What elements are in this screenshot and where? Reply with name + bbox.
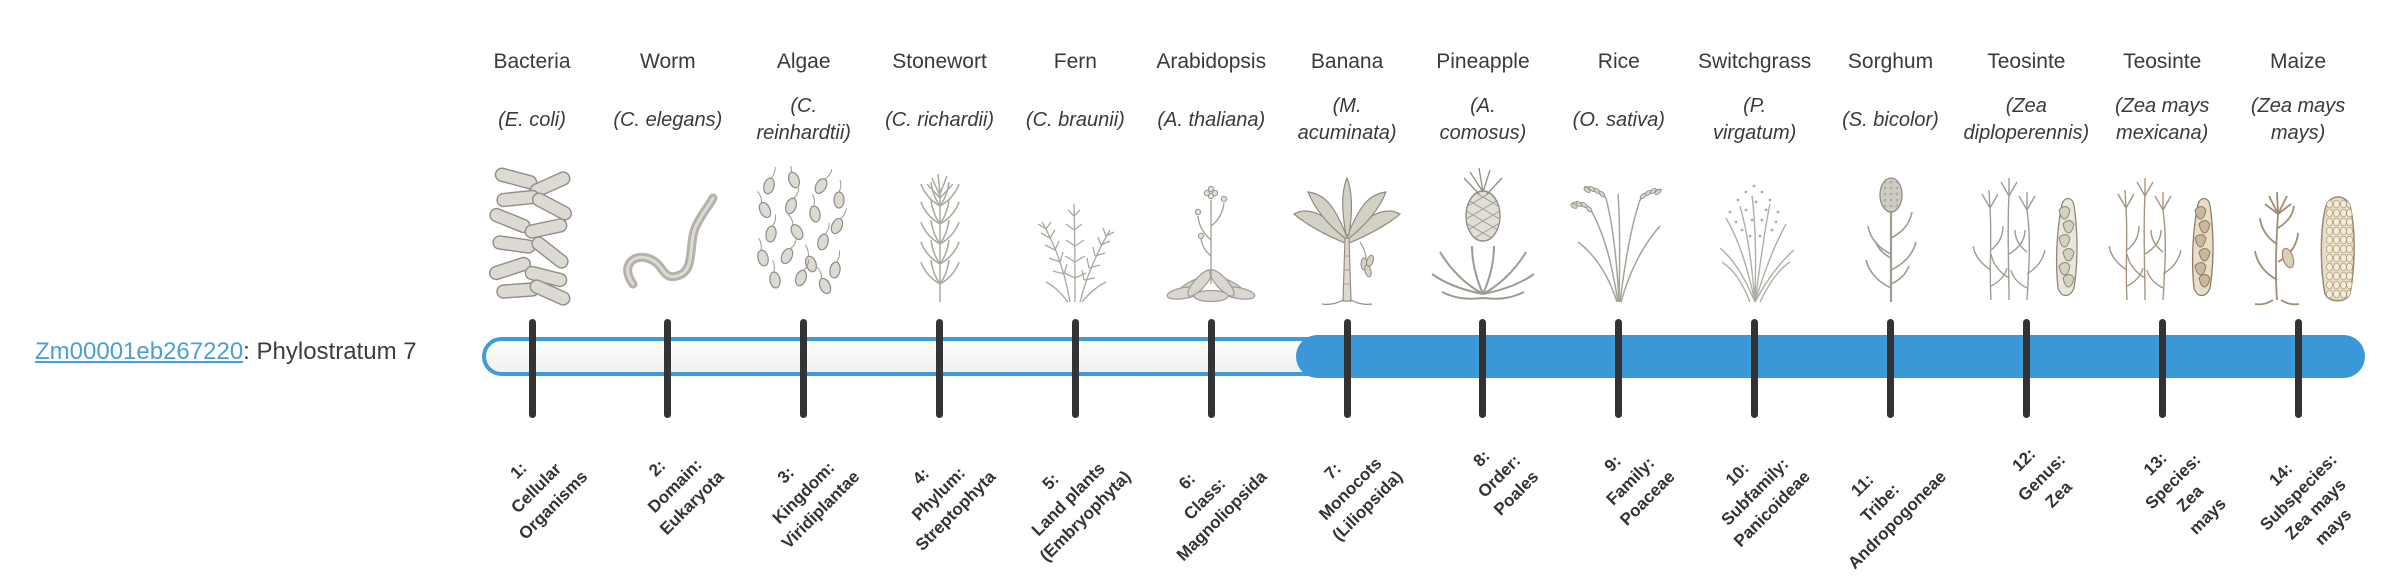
stratum-label: 12: Genus: Zea: [2008, 444, 2076, 512]
organism-common-name: Teosinte: [2123, 50, 2202, 73]
fern-icon: [1010, 166, 1140, 306]
stratum-label: 3: Kingdom: Viridiplantae: [768, 457, 864, 553]
organism-scientific-name: (M. acuminata): [1297, 95, 1397, 144]
stratum-label: 1: Cellular Organisms: [506, 458, 592, 544]
organism-scientific-name: (C. reinhardtii): [756, 95, 851, 144]
sorghum-icon: [1826, 166, 1956, 306]
stratum-label: 6: Class: Magnoliopsida: [1173, 467, 1271, 565]
organism-scientific-name: (Zea mays mays): [2250, 95, 2346, 144]
rice-icon: [1554, 166, 1684, 306]
organism-scientific-name: (Zea mays mexicana): [2114, 95, 2210, 144]
organism-common-name: Algae: [776, 50, 831, 73]
organism-common-name: Banana: [1310, 50, 1384, 73]
organism-common-name: Sorghum: [1847, 50, 1934, 73]
arabidopsis-icon: [1146, 166, 1276, 306]
organism-common-name: Bacteria: [493, 50, 571, 73]
banana-icon: [1282, 166, 1412, 306]
stratum-label: 8: Order: Poales: [1469, 446, 1543, 520]
gene-id-link[interactable]: Zm00001eb267220: [35, 338, 244, 365]
stratum-label: 11: Tribe: Andropogoneae: [1844, 467, 1951, 573]
stratum-label: 2: Domain: Eukaryota: [643, 454, 728, 539]
organism-scientific-name: (C. elegans): [613, 108, 723, 131]
organism-common-name: Switchgrass: [1698, 50, 1812, 73]
stonewort-icon: [875, 166, 1005, 306]
algae-icon: [739, 166, 869, 306]
organism-common-name: Maize: [2270, 50, 2327, 73]
maize-icon: [2233, 166, 2363, 306]
teosinte-diploperennis-icon: [1961, 166, 2091, 306]
organism-common-name: Arabidopsis: [1156, 50, 1267, 73]
organism-scientific-name: (Zea diploperennis): [1963, 95, 2090, 144]
organism-scientific-name: (O. sativa): [1572, 108, 1665, 131]
stratum-label: 5: Land plants (Embryophyta): [1028, 458, 1136, 566]
worm-icon: [603, 166, 733, 306]
organism-scientific-name: (A. thaliana): [1157, 108, 1266, 131]
gene-label: Zm00001eb267220: Phylostratum 7: [35, 338, 417, 366]
organism-scientific-name: (P. virgatum): [1712, 95, 1797, 144]
organism-scientific-name: (A. comosus): [1439, 95, 1527, 144]
organism-scientific-name: (S. bicolor): [1842, 108, 1939, 131]
organism-common-name: Teosinte: [1987, 50, 2066, 73]
timeline-filled-segment: [1296, 335, 2365, 378]
stratum-label: 7: Monocots (Liliopsida): [1315, 453, 1407, 545]
organism-scientific-name: (C. braunii): [1025, 108, 1125, 131]
stratum-label: 4: Phylum: Streptophyta: [907, 463, 1000, 555]
stratum-label: 13: Species: Zea mays: [2140, 448, 2230, 539]
organism-common-name: Pineapple: [1436, 50, 1530, 73]
organism-scientific-name: (E. coli): [498, 108, 566, 131]
switchgrass-icon: [1690, 166, 1820, 306]
organism-scientific-name: (C. richardii): [885, 108, 994, 131]
organism-common-name: Stonewort: [892, 50, 987, 73]
teosinte-mexicana-icon: [2097, 166, 2227, 306]
stratum-label: 9: Family: Poaceae: [1600, 451, 1679, 530]
organism-common-name: Worm: [640, 50, 696, 73]
bacteria-icon: [467, 166, 597, 306]
pineapple-icon: [1418, 166, 1548, 306]
organism-common-name: Rice: [1597, 50, 1640, 73]
stratum-label: 10: Subfamily: Panicoideae: [1717, 454, 1815, 551]
stratum-label: 14: Subspecies: Zea mays mays: [2256, 449, 2356, 549]
organism-common-name: Fern: [1053, 50, 1097, 73]
gene-phylostratum-text: : Phylostratum 7: [243, 338, 417, 365]
